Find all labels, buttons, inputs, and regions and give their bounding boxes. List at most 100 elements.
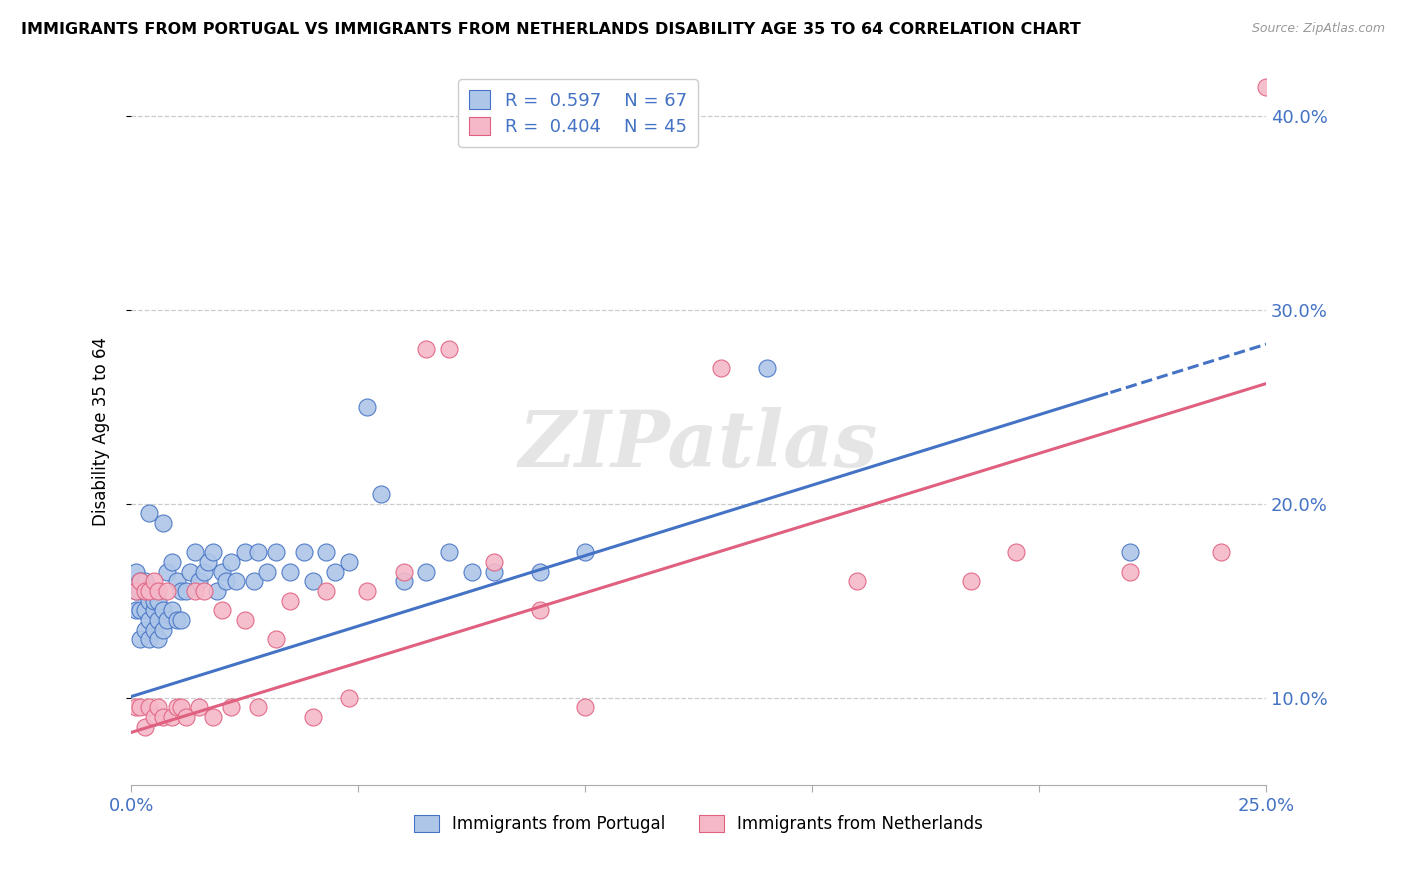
Point	[152, 603, 174, 617]
Point	[219, 700, 242, 714]
Point	[125, 584, 148, 599]
Point	[166, 700, 188, 714]
Point	[174, 584, 197, 599]
Point	[529, 565, 551, 579]
Point	[134, 584, 156, 599]
Point	[142, 584, 165, 599]
Point	[166, 613, 188, 627]
Point	[193, 565, 215, 579]
Point	[129, 700, 152, 714]
Point	[183, 584, 205, 599]
Point	[160, 710, 183, 724]
Point	[138, 613, 160, 627]
Point	[183, 545, 205, 559]
Point	[301, 710, 323, 724]
Point	[415, 565, 437, 579]
Point	[846, 574, 869, 589]
Point	[156, 613, 179, 627]
Point	[233, 613, 256, 627]
Point	[188, 700, 211, 714]
Point	[170, 584, 193, 599]
Point	[278, 593, 301, 607]
Point	[142, 603, 165, 617]
Point	[138, 593, 160, 607]
Point	[215, 574, 238, 589]
Point	[370, 487, 392, 501]
Point	[211, 565, 233, 579]
Point	[179, 565, 201, 579]
Point	[138, 632, 160, 647]
Point	[266, 632, 288, 647]
Point	[315, 584, 337, 599]
Point	[129, 574, 152, 589]
Point	[197, 555, 219, 569]
Point	[201, 545, 224, 559]
Point	[138, 700, 160, 714]
Point	[125, 584, 148, 599]
Point	[337, 555, 360, 569]
Point	[201, 710, 224, 724]
Point	[266, 545, 288, 559]
Point	[325, 565, 347, 579]
Point	[278, 565, 301, 579]
Point	[292, 545, 315, 559]
Point	[574, 545, 596, 559]
Point	[484, 565, 506, 579]
Point	[129, 574, 152, 589]
Point	[256, 565, 278, 579]
Point	[1005, 545, 1028, 559]
Point	[125, 603, 148, 617]
Point	[156, 584, 179, 599]
Point	[160, 555, 183, 569]
Point	[1119, 545, 1142, 559]
Point	[1209, 545, 1232, 559]
Point	[242, 574, 264, 589]
Point	[1254, 80, 1277, 95]
Point	[392, 565, 415, 579]
Point	[142, 623, 165, 637]
Point	[193, 584, 215, 599]
Point	[138, 507, 160, 521]
Point	[356, 400, 378, 414]
Point	[460, 565, 482, 579]
Point	[129, 603, 152, 617]
Point	[337, 690, 360, 705]
Text: IMMIGRANTS FROM PORTUGAL VS IMMIGRANTS FROM NETHERLANDS DISABILITY AGE 35 TO 64 : IMMIGRANTS FROM PORTUGAL VS IMMIGRANTS F…	[21, 22, 1081, 37]
Point	[392, 574, 415, 589]
Point	[174, 710, 197, 724]
Point	[437, 545, 460, 559]
Point	[1119, 565, 1142, 579]
Point	[188, 574, 211, 589]
Point	[152, 623, 174, 637]
Point	[484, 555, 506, 569]
Point	[148, 632, 170, 647]
Point	[152, 516, 174, 530]
Text: Source: ZipAtlas.com: Source: ZipAtlas.com	[1251, 22, 1385, 36]
Point	[225, 574, 247, 589]
Point	[148, 613, 170, 627]
Point	[170, 700, 193, 714]
Point	[219, 555, 242, 569]
Point	[134, 603, 156, 617]
Point	[233, 545, 256, 559]
Point	[437, 342, 460, 356]
Y-axis label: Disability Age 35 to 64: Disability Age 35 to 64	[93, 336, 110, 525]
Point	[125, 700, 148, 714]
Point	[356, 584, 378, 599]
Point	[960, 574, 983, 589]
Point	[148, 584, 170, 599]
Point	[129, 584, 152, 599]
Point	[755, 361, 778, 376]
Point	[211, 603, 233, 617]
Point	[160, 603, 183, 617]
Point	[247, 700, 270, 714]
Point	[710, 361, 733, 376]
Point	[301, 574, 323, 589]
Point	[148, 700, 170, 714]
Point	[315, 545, 337, 559]
Point	[574, 700, 596, 714]
Point	[129, 632, 152, 647]
Point	[415, 342, 437, 356]
Text: ZIPatlas: ZIPatlas	[519, 407, 879, 483]
Point	[170, 613, 193, 627]
